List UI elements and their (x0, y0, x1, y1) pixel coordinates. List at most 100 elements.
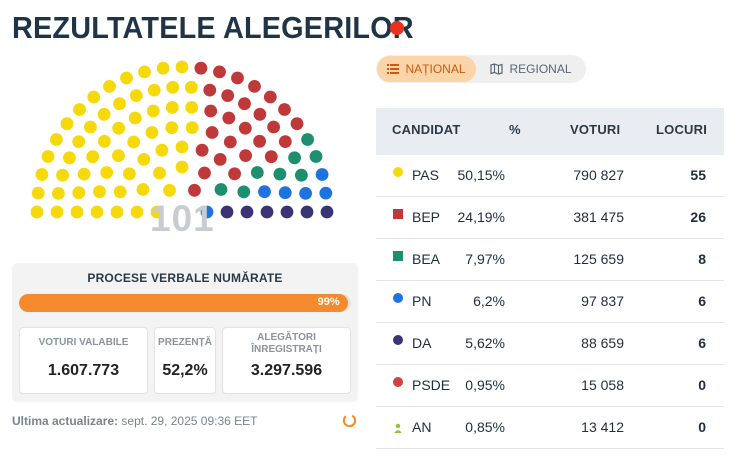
results-table-header: CANDIDAT % VOTURI LOCURI (376, 108, 724, 155)
candidate-votes: 15 058 (581, 377, 624, 393)
seat-pas (110, 205, 124, 219)
list-icon (387, 64, 400, 74)
column-percent: % (509, 122, 521, 137)
candidate-seats: 0 (698, 419, 706, 435)
valid-votes-label: VOTURI VALABILE (38, 337, 129, 348)
party-color-dot (393, 377, 403, 387)
candidate-votes: 88 659 (581, 335, 624, 351)
turnout-label: PREZENȚĂ (158, 337, 212, 348)
table-row: DA 5,62% 88 659 6 (376, 323, 724, 365)
seat-bep (188, 183, 201, 197)
parliament-hemicycle-chart (30, 60, 334, 219)
last-updated-label: Ultima actualizare: (12, 414, 119, 428)
party-color-dot (393, 293, 403, 303)
seat-bep (263, 90, 277, 104)
party-color-square (393, 209, 403, 219)
candidate-percent: 7,97% (465, 251, 505, 267)
seat-bep (198, 166, 211, 180)
seat-pas (120, 71, 133, 85)
seat-pas (60, 117, 74, 131)
seat-bea (301, 133, 314, 146)
seat-pas (156, 61, 170, 75)
seat-pas (112, 121, 126, 135)
candidate-votes: 790 827 (573, 167, 624, 183)
refresh-icon[interactable] (342, 413, 357, 428)
seat-bep (204, 104, 218, 118)
seat-pas (93, 185, 106, 199)
seat-pas (35, 168, 49, 181)
party-color-dot (393, 167, 403, 177)
candidate-percent: 24,19% (457, 209, 505, 225)
live-indicator-icon (390, 21, 404, 35)
seat-bep (267, 120, 280, 134)
seat-pas (127, 135, 141, 149)
seat-pas (90, 205, 104, 219)
seat-pas (175, 60, 189, 74)
candidate-seats: 0 (698, 377, 706, 393)
seat-bep (253, 134, 266, 148)
seat-bep (213, 153, 227, 166)
seat-pn (278, 186, 292, 200)
seat-pas (30, 205, 44, 219)
table-row: BEP 24,19% 381 475 26 (376, 197, 724, 239)
seat-pas (175, 140, 189, 154)
seat-pn (315, 168, 329, 181)
seat-pas (185, 101, 199, 114)
seat-da (280, 205, 294, 219)
seat-pas (146, 104, 160, 118)
seat-pas (73, 103, 86, 116)
candidate-votes: 381 475 (573, 209, 624, 225)
seat-pas (52, 187, 65, 200)
candidate-name: BEP (412, 209, 441, 225)
seat-bep (264, 150, 278, 164)
view-toggle: NAȚIONAL REGIONAL (376, 55, 586, 83)
seat-bea (250, 166, 264, 179)
table-row: PSDE 0,95% 15 058 0 (376, 365, 724, 407)
turnout-value: 52,2% (162, 362, 208, 379)
candidate-votes: 97 837 (581, 293, 624, 309)
valid-votes-value: 1.607.773 (47, 362, 120, 379)
candidate-seats: 6 (698, 335, 706, 351)
valid-votes-card: VOTURI VALABILE 1.607.773 (19, 327, 148, 394)
seat-pn (200, 205, 214, 219)
seat-pas (136, 183, 150, 196)
seat-pas (98, 134, 111, 148)
seat-da (220, 205, 234, 219)
seat-pas (138, 65, 151, 79)
candidate-name: DA (412, 335, 432, 351)
seat-pas (147, 83, 161, 97)
seat-bea (214, 183, 228, 196)
tab-national[interactable]: NAȚIONAL (377, 56, 476, 82)
table-row: AN 0,85% 13 412 0 (376, 407, 724, 449)
candidate-percent: 50,15% (457, 167, 505, 183)
seat-pas (97, 107, 111, 121)
seat-da (240, 205, 254, 219)
seat-bep (278, 135, 292, 148)
registered-voters-label: ALEGĂTORI ÎNREGISTRAȚI (251, 332, 322, 355)
seat-pas (129, 89, 143, 102)
column-candidate: CANDIDAT (392, 122, 461, 137)
seat-pas (72, 186, 86, 200)
candidate-name: PN (412, 293, 432, 309)
seat-pas (184, 80, 198, 94)
seat-da (320, 205, 334, 219)
seat-pas (137, 153, 151, 166)
seat-pas (87, 90, 101, 104)
seat-pn (299, 187, 312, 200)
seat-bep (194, 61, 208, 75)
candidate-name: AN (412, 419, 432, 435)
column-seats: LOCURI (656, 122, 708, 137)
table-row: PAS 50,15% 790 827 55 (376, 155, 724, 197)
seat-bea (288, 151, 301, 165)
table-row: PN 6,2% 97 837 6 (376, 281, 724, 323)
seat-da (260, 205, 274, 219)
seat-pas (165, 121, 179, 134)
seat-pas (128, 111, 142, 125)
tab-regional-label: REGIONAL (509, 62, 572, 76)
seat-bep (213, 65, 226, 79)
page-title: REZULTATELE ALEGERILOR (12, 10, 414, 45)
total-seats: 101 (150, 198, 215, 239)
tab-regional[interactable]: REGIONAL (479, 56, 583, 82)
candidate-name: BEA (412, 251, 441, 267)
seat-bep (223, 135, 237, 149)
